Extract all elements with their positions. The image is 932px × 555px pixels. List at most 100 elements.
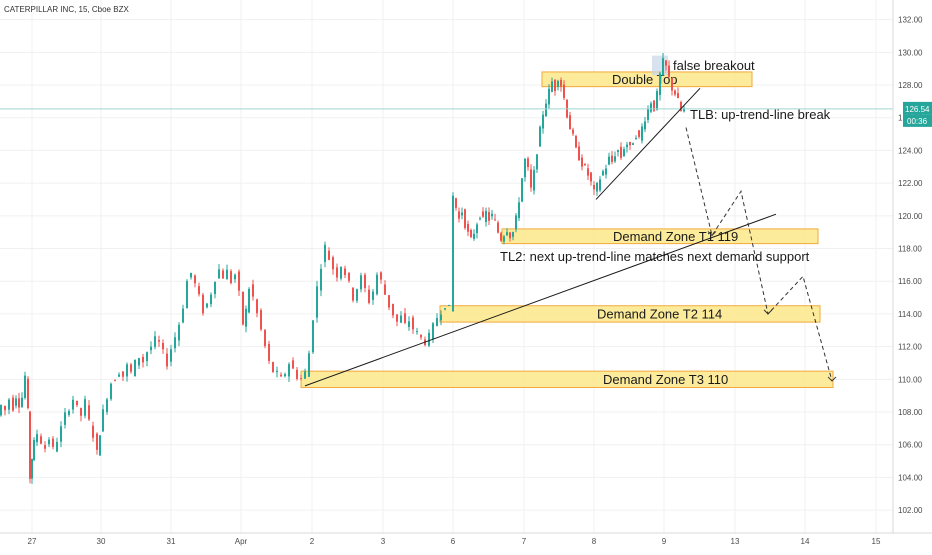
trendline <box>595 87 701 200</box>
last-price-badge <box>903 101 932 115</box>
candle-body <box>21 397 23 407</box>
candle-body <box>308 353 310 377</box>
y-tick-label: 104.00 <box>898 473 923 482</box>
y-tick-label: 120.00 <box>898 212 923 221</box>
candle-body <box>202 294 204 314</box>
annotation-label: TLB: up-trend-line break <box>690 107 831 122</box>
y-tick-label: 108.00 <box>898 408 923 417</box>
candle-body <box>611 155 613 162</box>
candle-body <box>72 399 74 410</box>
candle-body <box>194 275 196 284</box>
candle-body <box>300 378 302 380</box>
candle-body <box>48 439 50 445</box>
candle-body <box>515 215 517 230</box>
y-tick-label: 106.00 <box>898 441 923 450</box>
candle-body <box>178 324 180 341</box>
candle-body <box>545 103 547 117</box>
candle-body <box>656 91 658 110</box>
candle-body <box>620 146 622 158</box>
candle-body <box>653 100 655 111</box>
candle-body <box>458 211 460 219</box>
candle-body <box>432 323 434 339</box>
countdown-badge <box>903 114 932 127</box>
candle-body <box>230 271 232 284</box>
candle-body <box>134 359 136 377</box>
candle-body <box>644 121 646 130</box>
candle-body <box>428 332 430 346</box>
candle-body <box>632 143 634 145</box>
candle-body <box>360 275 362 290</box>
candle-body <box>162 342 164 350</box>
annotation-label: TL2: next up-trend-line matches next dem… <box>500 249 810 264</box>
candle-body <box>52 438 54 447</box>
candle-body <box>214 281 216 295</box>
candle-body <box>110 383 112 400</box>
candle-body <box>590 172 592 182</box>
candle-body <box>280 374 282 377</box>
x-tick-label: 31 <box>167 537 176 546</box>
candle-body <box>384 284 386 295</box>
x-tick-label: 2 <box>310 537 315 546</box>
candle-body <box>68 410 70 415</box>
candle-body <box>563 84 565 98</box>
zone-label: Double Top <box>612 72 678 87</box>
candle-body <box>665 60 667 66</box>
candle-body <box>388 295 390 308</box>
candle-body <box>174 337 176 349</box>
chart-title: CATERPILLAR INC, 15, Cboe BZX <box>4 5 129 14</box>
candle-body <box>551 81 553 92</box>
candle-body <box>320 268 322 291</box>
candles <box>0 52 685 484</box>
candle-body <box>138 358 140 366</box>
candle-body <box>368 289 370 303</box>
candle-body <box>4 405 6 411</box>
demand-zone-box <box>541 71 753 88</box>
candle-body <box>264 329 266 347</box>
candle-body <box>683 108 685 112</box>
candle-body <box>118 374 120 377</box>
y-tick-label: 110.00 <box>898 375 922 384</box>
candle-body <box>33 439 35 460</box>
zone-label: Demand Zone T2 114 <box>597 306 722 321</box>
candle-body <box>372 291 374 300</box>
candle-body <box>272 362 274 373</box>
x-tick-label: 30 <box>97 537 106 546</box>
candle-body <box>154 336 156 347</box>
candle-body <box>36 434 38 443</box>
candle-body <box>348 272 350 281</box>
trendline <box>304 213 777 387</box>
candle-body <box>76 400 78 406</box>
candle-body <box>524 158 526 178</box>
candle-body <box>27 378 29 409</box>
candle-body <box>650 103 652 112</box>
candle-body <box>99 435 101 456</box>
candle-body <box>8 399 10 410</box>
candle-body <box>296 369 298 379</box>
candle-body <box>288 364 290 377</box>
candle-body <box>506 232 508 236</box>
candle-body <box>596 182 598 192</box>
candle-body <box>668 65 670 77</box>
candle-body <box>222 270 224 279</box>
x-tick-label: 9 <box>662 537 667 546</box>
candle-body <box>412 317 414 330</box>
candle-body <box>662 58 664 76</box>
grid <box>0 0 893 533</box>
zone-label: Demand Zone T3 110 <box>603 372 728 387</box>
candle-body <box>126 364 128 377</box>
candle-body <box>485 210 487 222</box>
y-tick-label: 124.00 <box>898 146 923 155</box>
candle-body <box>575 136 577 148</box>
candle-body <box>476 224 478 234</box>
x-tick-label: 27 <box>28 537 37 546</box>
candle-body <box>440 314 442 321</box>
candle-body <box>581 157 583 167</box>
candle-body <box>218 269 220 279</box>
candle-body <box>376 274 378 295</box>
candle-body <box>226 269 228 280</box>
candle-body <box>64 412 66 425</box>
candle-body <box>312 320 314 353</box>
candle-body <box>647 109 649 120</box>
